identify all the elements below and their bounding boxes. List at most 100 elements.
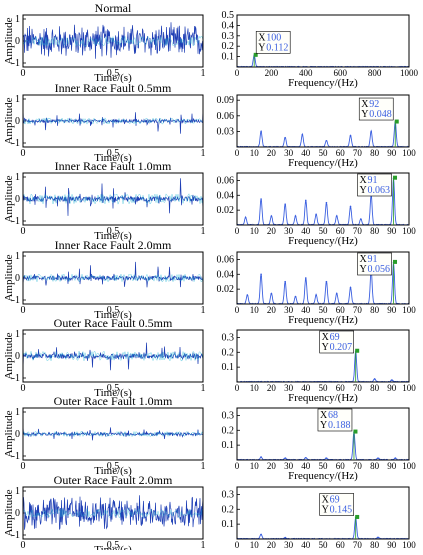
time-panel-0-ylabel: Amplitude bbox=[3, 17, 15, 64]
freq-panel-2-datatip-y-label: Y bbox=[360, 185, 367, 196]
time-panel-0-xtick-label: 0 bbox=[21, 68, 26, 79]
time-panel-6-axes-frame bbox=[22, 486, 204, 540]
time-panel-3-signal-series bbox=[22, 261, 204, 288]
freq-panel-5-xtick-label: 100 bbox=[402, 461, 416, 471]
freq-panel-3-peak-point bbox=[294, 295, 297, 298]
time-panel-5-ytick-label: 1 bbox=[15, 407, 20, 418]
freq-panel-5-cursor-marker bbox=[353, 429, 358, 434]
freq-panel-3-ytick-label: 0.04 bbox=[217, 269, 235, 280]
freq-panel-3-peak-point bbox=[305, 277, 307, 279]
freq-panel-2-datatip-box bbox=[357, 173, 392, 197]
time-panel-5-axes-frame bbox=[22, 407, 204, 461]
time-panel-0-xtick-label: 1 bbox=[201, 68, 206, 79]
time-panel-3-signal-overlay bbox=[22, 273, 204, 283]
freq-panel-0-ytick-label: 0.5 bbox=[222, 10, 235, 21]
freq-panel-6-axes-frame bbox=[236, 486, 410, 540]
freq-panel-4-peak-point bbox=[391, 379, 393, 382]
time-panel-2-xtick-label: 1 bbox=[201, 226, 206, 237]
freq-panel-4-xtick-label: 50 bbox=[319, 383, 329, 393]
freq-panel-4-datatip-box bbox=[319, 330, 354, 354]
freq-panel-3-datatip-box bbox=[357, 252, 392, 276]
time-panel-1-title: Inner Race Fault 0.5mm bbox=[55, 81, 172, 95]
time-panel-3-xtick-label: 0.5 bbox=[107, 305, 120, 316]
freq-panel-4-xlabel: Frequency/(Hz) bbox=[288, 392, 358, 404]
time-panel-0-ytick-label: -1 bbox=[12, 58, 20, 69]
freq-panel-2-ytick-label: 0.06 bbox=[217, 175, 235, 186]
freq-panel-6-datatip-y-label: Y bbox=[322, 504, 329, 515]
freq-panel-0-datatip-y-label: Y bbox=[258, 42, 265, 53]
freq-panel-4-ytick-label: 0.1 bbox=[222, 362, 235, 373]
freq-panel-3-xtick-label: 0 bbox=[235, 305, 240, 315]
freq-panel-1-xtick-label: 50 bbox=[319, 148, 329, 158]
freq-panel-5-spectrum-series bbox=[237, 431, 410, 461]
freq-panel-0-xtick-label: 0 bbox=[235, 68, 240, 78]
freq-panel-3-datatip-y-value: 0.056 bbox=[368, 264, 391, 275]
time-panel-1-ytick-label: -1 bbox=[12, 138, 20, 149]
time-panel-2-title: Inner Race Fault 1.0mm bbox=[55, 159, 172, 173]
freq-panel-5-xtick-label: 20 bbox=[267, 461, 277, 471]
freq-panel-1-datatip-y-label: Y bbox=[361, 109, 368, 120]
freq-panel-4-xtick-label: 70 bbox=[353, 383, 363, 393]
freq-panel-1-xtick-label: 60 bbox=[336, 148, 346, 158]
freq-panel-5-xtick-label: 70 bbox=[353, 461, 363, 471]
time-panel-6-ylabel: Amplitude bbox=[3, 489, 15, 536]
freq-panel-2-datatip-x-label: X bbox=[360, 175, 368, 186]
time-panel-4-signal-series bbox=[22, 342, 204, 371]
freq-panel-1-spectrum-series bbox=[236, 121, 410, 148]
freq-panel-6-xtick-label: 100 bbox=[402, 540, 416, 550]
freq-panel-4-datatip-y-label: Y bbox=[322, 342, 329, 353]
freq-panel-1-xlabel: Frequency/(Hz) bbox=[288, 157, 358, 169]
freq-panel-0-ytick-label: 0.4 bbox=[222, 20, 235, 31]
freq-panel-0-datatip-box bbox=[255, 31, 291, 54]
freq-panel-4-spectrum-series bbox=[237, 350, 409, 383]
freq-panel-0-datatip-x-label: X bbox=[258, 32, 266, 43]
freq-panel-1-peak-point bbox=[301, 133, 304, 136]
freq-panel-5-axes-frame bbox=[236, 407, 410, 461]
freq-panel-2-xtick-label: 50 bbox=[319, 226, 329, 236]
freq-panel-1-xtick-label: 20 bbox=[267, 148, 277, 158]
time-panel-2-ytick-label: 0 bbox=[15, 194, 20, 205]
freq-panel-4-cursor-marker bbox=[355, 348, 360, 353]
freq-panel-5-xtick-label: 40 bbox=[301, 461, 311, 471]
freq-panel-2-peak-point bbox=[270, 215, 273, 217]
time-panel-2-axes-frame bbox=[22, 172, 204, 226]
freq-panel-3-peak-point bbox=[325, 280, 328, 283]
freq-panel-0-ytick-label: 0.1 bbox=[222, 52, 235, 63]
freq-panel-2-xtick-label: 10 bbox=[250, 226, 260, 236]
freq-panel-6-xtick-label: 10 bbox=[250, 540, 260, 550]
freq-panel-0-axes-frame bbox=[236, 14, 410, 68]
freq-panel-5-xtick-label: 10 bbox=[250, 461, 260, 471]
freq-panel-5-ytick-label: 0.1 bbox=[222, 440, 235, 451]
time-panel-2-xlabel: Time/(s) bbox=[94, 230, 132, 242]
freq-panel-1-peak-point bbox=[325, 139, 328, 142]
freq-panel-1-datatip-x-value: 92 bbox=[369, 99, 379, 110]
time-panel-2-ytick-label: -1 bbox=[12, 216, 20, 227]
freq-panel-3-xtick-label: 10 bbox=[250, 305, 260, 315]
freq-panel-6-ytick-label: 0.2 bbox=[222, 504, 235, 515]
time-panel-0-ytick-label: 1 bbox=[15, 14, 20, 25]
time-panel-2-ytick-label: 1 bbox=[15, 172, 20, 183]
time-panel-3-xtick-label: 0 bbox=[21, 305, 26, 316]
freq-panel-6-xtick-label: 60 bbox=[336, 540, 346, 550]
freq-panel-6-datatip-box bbox=[319, 493, 354, 516]
freq-panel-6-peak-point bbox=[260, 533, 262, 536]
time-panel-0-xtick-label: 0.5 bbox=[107, 68, 120, 79]
time-panel-4-xlabel: Time/(s) bbox=[94, 387, 132, 399]
freq-panel-2-xtick-label: 80 bbox=[370, 226, 380, 236]
freq-panel-3-xtick-label: 20 bbox=[267, 305, 277, 315]
freq-panel-5-ytick-label: 0.3 bbox=[222, 410, 235, 421]
time-panel-1-axes-frame bbox=[22, 94, 204, 148]
freq-panel-5-peak-point bbox=[325, 457, 328, 460]
freq-panel-4-xtick-label: 40 bbox=[301, 383, 311, 393]
freq-panel-0-xtick-label: 400 bbox=[299, 68, 313, 78]
freq-panel-2-peak-point bbox=[284, 203, 286, 205]
freq-panel-0-datatip-x-value: 100 bbox=[266, 32, 281, 43]
time-panel-2-ylabel: Amplitude bbox=[3, 175, 15, 222]
freq-panel-5-xlabel: Frequency/(Hz) bbox=[288, 470, 358, 482]
time-panel-1-signal-series bbox=[22, 108, 204, 134]
time-panel-5-signal-overlay bbox=[22, 430, 204, 438]
freq-panel-3-xlabel: Frequency/(Hz) bbox=[288, 314, 358, 326]
time-panel-4-xtick-label: 1 bbox=[201, 383, 206, 394]
time-panel-4-ytick-label: 0 bbox=[15, 351, 20, 362]
